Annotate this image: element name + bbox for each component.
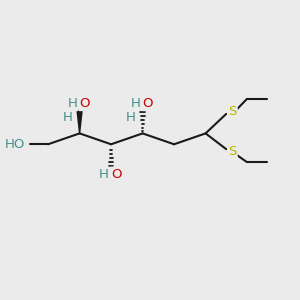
Text: O: O	[111, 168, 122, 181]
Text: H: H	[130, 97, 140, 110]
Text: H: H	[126, 111, 136, 124]
Text: H: H	[63, 111, 73, 124]
Text: S: S	[228, 105, 237, 118]
Polygon shape	[77, 110, 82, 134]
Text: H: H	[68, 97, 77, 110]
Text: HO: HO	[5, 138, 25, 151]
Text: S: S	[228, 145, 237, 158]
Text: O: O	[142, 97, 153, 110]
Text: H: H	[99, 168, 109, 181]
Text: O: O	[80, 97, 90, 110]
